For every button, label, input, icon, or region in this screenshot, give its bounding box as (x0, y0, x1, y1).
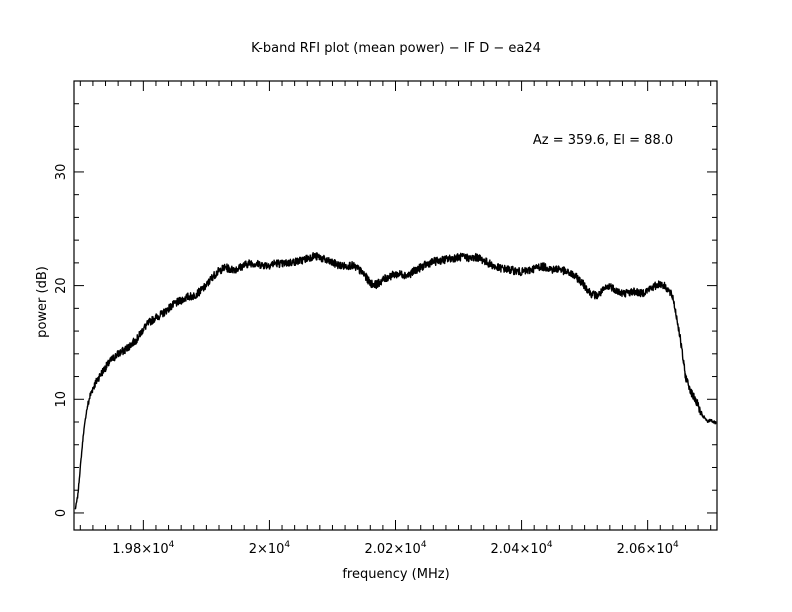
y-tick-label: 0 (54, 509, 69, 517)
x-tick-label: 2.02×104 (364, 540, 426, 557)
x-tick-mantissa: 2.04×10 (491, 542, 547, 557)
x-tick-mantissa: 1.98×10 (112, 542, 168, 557)
x-tick-mantissa: 2.02×10 (364, 542, 420, 557)
x-tick-label: 2.06×104 (617, 540, 679, 557)
x-tick-label: 2×104 (249, 540, 291, 557)
x-tick-exponent: 4 (547, 540, 553, 550)
chart-title: K-band RFI plot (mean power) − IF D − ea… (251, 41, 541, 56)
y-tick-label: 30 (54, 164, 69, 181)
x-tick-exponent: 4 (284, 540, 290, 550)
x-axis-label: frequency (MHz) (342, 567, 449, 582)
x-tick-mantissa: 2.06×10 (617, 542, 673, 557)
x-tick-exponent: 4 (673, 540, 679, 550)
y-tick-label: 10 (54, 391, 69, 408)
x-axis-ticks (79, 81, 712, 530)
x-tick-exponent: 4 (169, 540, 175, 550)
y-axis-tick-labels: 0 10 20 30 (54, 164, 69, 517)
x-tick-mantissa: 2×10 (249, 542, 285, 557)
x-tick-label: 2.04×104 (491, 540, 553, 557)
x-axis-tick-labels: 1.98×104 2×104 2.02×104 2.04×104 2.06×104 (112, 540, 679, 557)
y-tick-label: 20 (54, 277, 69, 294)
y-axis-label: power (dB) (35, 266, 50, 338)
power-spectrum-line (74, 252, 717, 510)
y-axis-ticks (74, 103, 717, 514)
x-tick-exponent: 4 (421, 540, 427, 550)
x-tick-label: 1.98×104 (112, 540, 174, 557)
pointing-annotation: Az = 359.6, El = 88.0 (533, 133, 673, 148)
